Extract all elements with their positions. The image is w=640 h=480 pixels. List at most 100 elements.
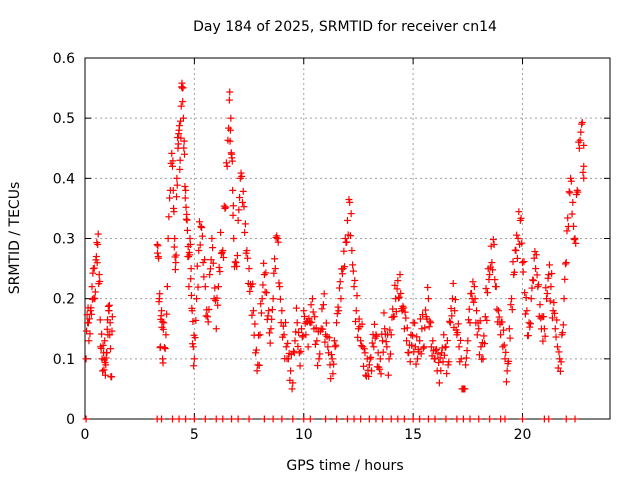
data-point xyxy=(395,293,403,301)
data-point xyxy=(399,302,407,310)
data-point xyxy=(234,216,242,224)
data-point xyxy=(182,186,190,194)
data-point xyxy=(300,307,308,315)
data-point xyxy=(327,351,335,359)
data-point xyxy=(324,343,332,351)
zero-data-point xyxy=(245,415,253,423)
data-point xyxy=(287,367,295,375)
data-point xyxy=(284,339,292,347)
data-point xyxy=(447,304,455,312)
data-point xyxy=(319,301,327,309)
data-point xyxy=(96,277,104,285)
data-point xyxy=(214,301,222,309)
data-point xyxy=(98,330,106,338)
data-point xyxy=(296,362,304,370)
data-point xyxy=(153,241,161,249)
data-point xyxy=(314,362,322,370)
data-point xyxy=(238,172,246,180)
data-point xyxy=(160,344,168,352)
data-point xyxy=(557,358,565,366)
chart-title: Day 184 of 2025, SRMTID for receiver cn1… xyxy=(193,19,497,35)
zero-data-point xyxy=(169,415,176,423)
zero-data-point xyxy=(562,415,570,423)
data-point xyxy=(217,228,225,236)
zero-data-point xyxy=(357,415,365,423)
data-point xyxy=(366,355,374,363)
data-point xyxy=(457,336,465,344)
data-point xyxy=(268,306,276,314)
data-point xyxy=(506,334,514,342)
data-point xyxy=(180,144,188,152)
data-point xyxy=(545,261,553,269)
data-point xyxy=(185,253,193,261)
zero-data-point xyxy=(269,415,277,423)
data-point xyxy=(295,349,303,357)
data-point xyxy=(316,350,324,358)
data-point xyxy=(341,263,349,271)
data-point xyxy=(377,370,385,378)
data-point xyxy=(414,355,421,363)
data-point xyxy=(567,177,575,185)
data-point xyxy=(518,239,526,247)
data-point xyxy=(519,268,527,276)
data-point xyxy=(260,271,268,279)
data-point xyxy=(501,355,509,363)
data-point xyxy=(562,260,570,268)
data-point xyxy=(333,319,341,327)
data-point xyxy=(580,162,588,170)
data-point xyxy=(181,194,189,202)
data-point xyxy=(326,361,334,369)
x-tick-label: 0 xyxy=(81,427,90,443)
data-point xyxy=(351,277,359,285)
data-point xyxy=(574,188,582,196)
data-point xyxy=(532,251,540,259)
data-point xyxy=(578,118,586,126)
data-point xyxy=(239,198,246,206)
data-point xyxy=(436,354,444,362)
y-axis-label: SRMTID / TECUs xyxy=(7,182,23,295)
data-point xyxy=(357,337,365,345)
data-point xyxy=(420,343,428,351)
data-point xyxy=(92,253,100,261)
data-point xyxy=(575,144,583,152)
data-point xyxy=(318,305,326,313)
data-point xyxy=(461,385,469,393)
data-point xyxy=(94,241,102,249)
data-point xyxy=(563,227,571,235)
data-point xyxy=(265,307,273,315)
data-point xyxy=(544,274,552,282)
data-point xyxy=(490,241,498,249)
data-point xyxy=(554,343,561,351)
data-point xyxy=(175,122,183,130)
x-tick-label: 15 xyxy=(404,427,422,443)
data-point xyxy=(289,379,297,387)
data-point xyxy=(556,355,564,363)
data-point xyxy=(463,347,471,355)
data-point xyxy=(189,340,197,348)
data-point xyxy=(470,283,478,291)
data-point xyxy=(454,320,462,328)
data-point xyxy=(311,313,319,321)
data-point xyxy=(309,308,317,316)
data-point xyxy=(156,343,164,351)
data-point xyxy=(252,346,260,354)
data-point xyxy=(181,182,189,190)
data-point xyxy=(183,216,191,224)
data-point xyxy=(419,344,427,352)
data-point xyxy=(491,276,499,284)
data-point xyxy=(198,224,206,232)
data-point xyxy=(266,339,274,347)
data-point xyxy=(294,342,302,350)
data-point xyxy=(263,289,271,297)
data-point xyxy=(276,295,284,303)
data-point xyxy=(311,340,319,348)
data-point xyxy=(209,244,217,252)
data-point xyxy=(195,218,203,226)
data-point xyxy=(473,307,481,315)
data-point xyxy=(482,285,490,293)
data-point xyxy=(379,348,387,356)
data-point xyxy=(445,358,453,366)
data-point xyxy=(411,319,419,327)
data-point xyxy=(166,194,174,202)
data-point xyxy=(531,248,539,256)
